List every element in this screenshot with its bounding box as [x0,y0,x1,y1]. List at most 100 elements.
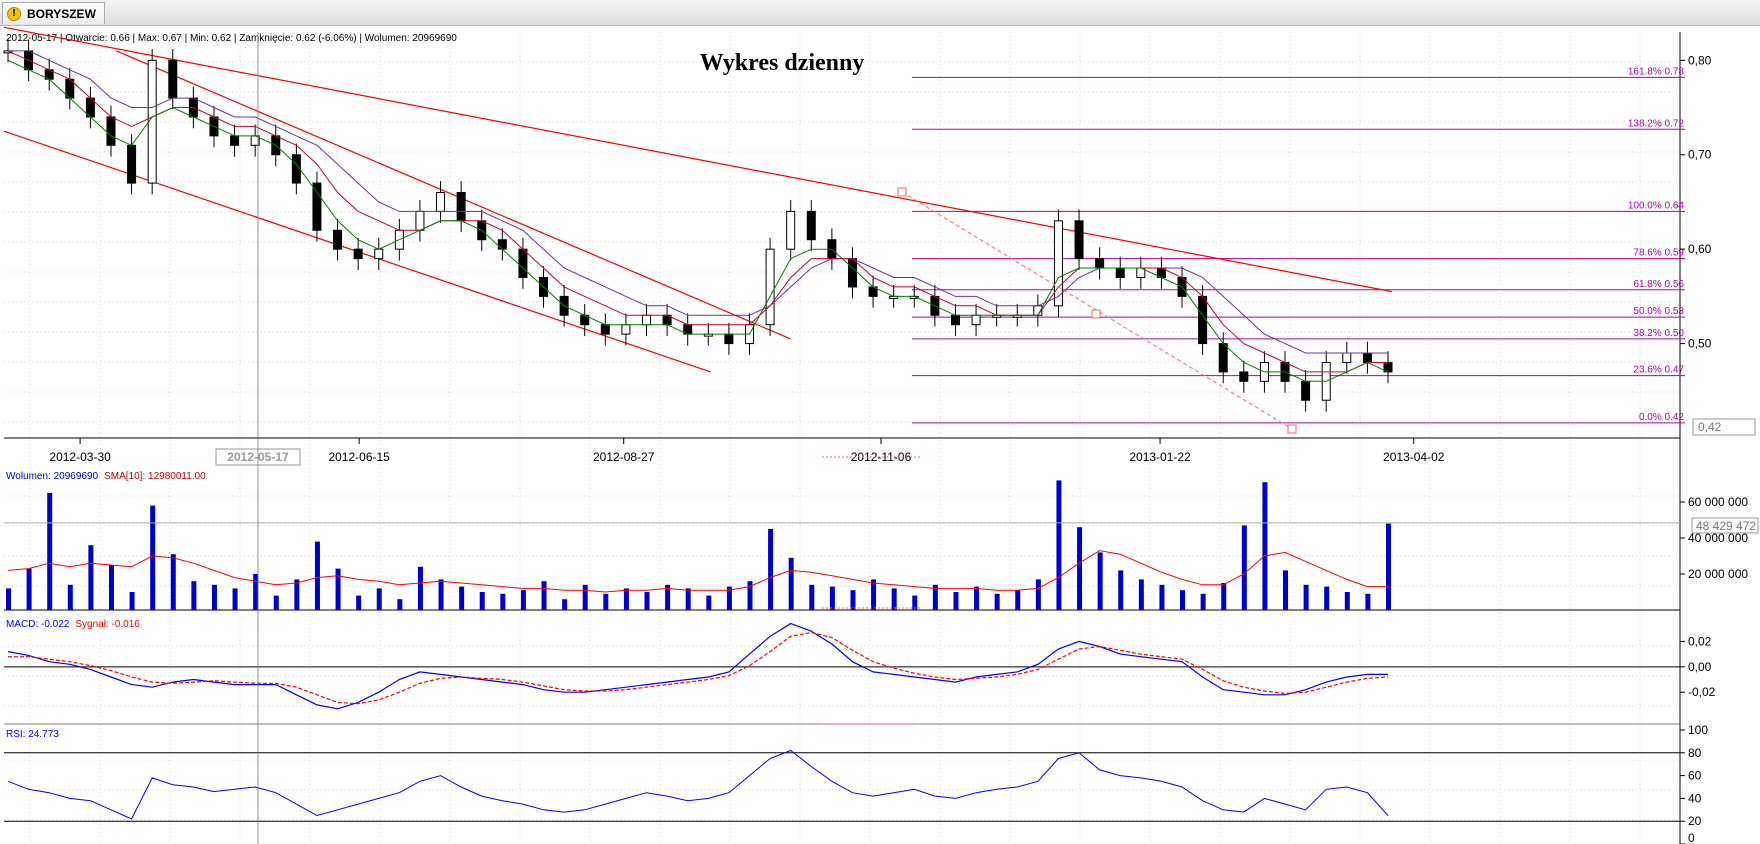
rsi-tick-label: 40 [1688,791,1702,805]
sma-mid-line [7,50,1388,373]
date-tick-label: 2012-06-15 [328,450,390,464]
volume-marker-label: 48 429 472 [1696,519,1756,533]
last-price-box [1692,418,1756,436]
date-tick-label: 2012-03-30 [49,450,111,464]
volume-tick-label: 20 000 000 [1688,567,1748,581]
candle-body [1239,371,1249,382]
volume-bar [211,584,217,610]
stock-chart[interactable]: 2012-05-17 | Otwarcie: 0.66 | Max: 0.67 … [0,26,1760,844]
macd-lines [4,622,1680,710]
candle-body [950,314,960,326]
rsi-line [4,749,1680,822]
rsi-tick-label: 80 [1688,746,1702,760]
candle-body [353,248,363,260]
rsi-line [7,749,1389,820]
volume-bar [1097,552,1103,610]
rsi-tick-label: 20 [1688,814,1702,828]
candle-body [1053,220,1063,307]
volume-bar [809,584,815,610]
volume-bar [1015,590,1021,610]
macd-label: MACD: -0.022 Sygnał: -0.016 [6,619,140,630]
date-tick-label: 2013-01-22 [1129,450,1191,464]
volume-bar [273,595,279,610]
volume-bar [1035,579,1041,610]
warning-icon: ! [7,6,21,21]
candle-body [1362,352,1372,363]
volume-bar [520,590,526,610]
volume-bar [1283,570,1289,610]
volume-bar [541,581,547,610]
volume-bar [953,592,959,610]
fibonacci-retracement: 161.8% 0.78 138.2% 0.72 100.0% 0.64 78.6% 0… [912,66,1685,424]
candle-body [1074,220,1084,260]
rsi-label: RSI: 24.773 [6,729,59,740]
price-axis: 0,80 0,70 0,60 0,50 [1680,53,1712,351]
volume-bar [871,579,877,610]
fib-anchor-handle-end[interactable] [1287,424,1297,434]
date-tick-label: 2013-04-02 [1383,450,1445,464]
volume-bar [788,557,794,610]
chart-tab[interactable]: ! BORYSZEW [2,2,105,24]
sma-fast-line [7,59,1389,382]
volume-bar [479,592,485,610]
volume-bar [356,595,362,610]
volume-bar [500,593,506,610]
volume-bar [417,566,423,610]
candle-body [642,314,652,326]
volume-bar [438,579,444,610]
candle-body [1342,352,1352,363]
volume-bar [170,554,176,610]
sma-slow-line [8,50,1388,354]
trend-line [116,50,791,340]
volume-bar [1241,525,1247,610]
volume-bar [644,592,650,610]
volume-bar [912,595,918,610]
fib-anchor-handle-mid[interactable] [1091,309,1101,319]
candle-body [415,210,425,231]
candle-body [127,144,137,184]
candle-body [291,154,301,184]
volume-bar [1262,482,1268,610]
volume-bar [768,529,774,610]
last-price-label: 0,42 [1698,420,1722,434]
volume-bar [829,586,835,610]
candle-body [1095,258,1105,269]
volume-marker-box [1691,517,1759,534]
fib-anchor-handle-start[interactable] [897,187,907,197]
volume-bar [294,579,300,610]
volume-bar [623,588,629,610]
volume-bar [891,588,897,610]
fib-level-label: 38.2% 0.50 [1633,328,1684,339]
date-tick-label: 2012-11-06 [851,450,912,464]
rsi-tick-label: 60 [1688,769,1702,783]
volume-bar [1303,584,1309,610]
volume-tick-label: 60 000 000 [1688,495,1748,509]
macd-axis: 0,02 0,00 -0,02 [1680,634,1716,699]
volume-bar [26,568,32,610]
volume-bar [1386,523,1391,610]
volume-bar [129,592,135,610]
candle-body [724,333,734,345]
volume-bar [191,581,197,610]
volume-bar [253,574,259,610]
price-tick-label: 0,70 [1688,148,1712,162]
candle-body [806,210,816,241]
candle-body [971,314,981,326]
candle-body [436,192,446,212]
volume-tick-label: 40 000 000 [1688,531,1748,545]
volume-bar [747,581,753,610]
volume-axis: 60 000 000 40 000 000 20 000 000 [1680,495,1748,581]
volume-bar [335,568,341,610]
volume-bars [6,480,1391,610]
volume-bar [1138,579,1144,610]
macd-tick-label: -0,02 [1688,685,1716,699]
volume-label: Wolumen: 20969690 SMA[10]: 12980011.00 [6,471,206,482]
price-tick-label: 0,50 [1688,337,1712,351]
date-axis: 2012-03-30 2012-06-15 2012-08-27 2012-11-06… [49,438,1445,464]
candle-body [765,248,775,326]
candle-body [621,324,631,335]
volume-bar [150,505,156,610]
rsi-tick-label: 100 [1688,723,1708,737]
volume-bar [685,588,691,610]
candle-body [1218,343,1228,373]
